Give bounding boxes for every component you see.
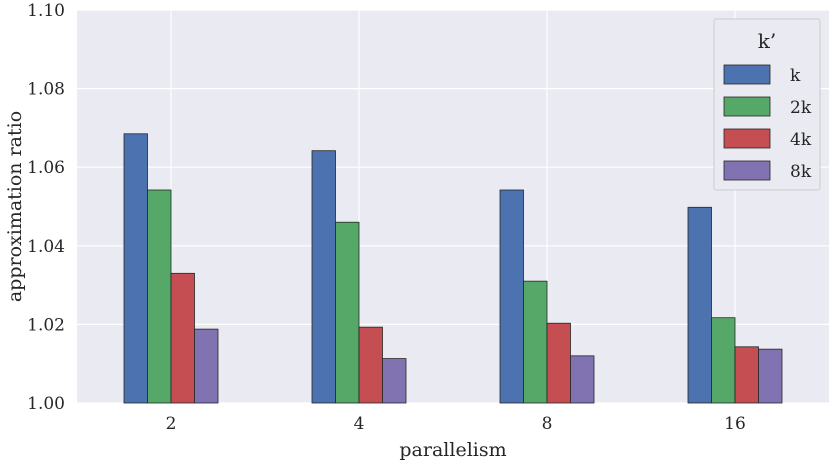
- y-tick-label: 1.06: [27, 158, 65, 178]
- bar-2k-2: [147, 189, 172, 404]
- x-tick-label: 8: [542, 414, 553, 434]
- legend-label-k: k: [790, 66, 801, 86]
- bar-k-4: [311, 150, 336, 404]
- x-tick-label: 2: [166, 414, 177, 434]
- y-tick-label: 1.08: [27, 80, 65, 100]
- legend-swatch-8k: [723, 160, 771, 181]
- bar-k-16: [687, 206, 712, 404]
- bar-2k-8: [523, 280, 548, 404]
- x-tick-label: 4: [354, 414, 365, 434]
- bar-k-2: [123, 133, 148, 404]
- legend-label-4k: 4k: [790, 130, 812, 150]
- y-tick-label: 1.10: [27, 1, 65, 21]
- y-tick-label: 1.02: [27, 315, 65, 335]
- bar-8k-2: [194, 328, 219, 404]
- bar-2k-4: [335, 221, 360, 404]
- legend-swatch-4k: [723, 128, 771, 149]
- bar-2k-16: [711, 317, 736, 404]
- legend-label-8k: 8k: [790, 162, 812, 182]
- bar-8k-8: [570, 355, 595, 404]
- legend-swatch-2k: [723, 96, 771, 117]
- x-tick-labels: 2 4 8 16: [166, 414, 746, 434]
- legend-swatch-k: [723, 64, 771, 85]
- x-axis-label: parallelism: [399, 439, 506, 461]
- bar-k-8: [499, 189, 524, 404]
- y-axis-label: approximation ratio: [4, 111, 26, 302]
- y-tick-labels: 1.00 1.02 1.04 1.06 1.08 1.10: [27, 1, 65, 414]
- bars: [123, 133, 783, 404]
- bar-4k-16: [734, 346, 759, 404]
- legend-title: k’: [758, 29, 776, 53]
- bar-8k-4: [382, 358, 407, 404]
- legend: k’ k 2k 4k 8k: [713, 18, 821, 191]
- legend-label-2k: 2k: [790, 98, 812, 118]
- bar-4k-8: [546, 322, 571, 404]
- x-tick-label: 16: [724, 414, 746, 434]
- bar-8k-16: [758, 348, 783, 404]
- bar-4k-4: [358, 326, 383, 404]
- bar-4k-2: [170, 272, 195, 404]
- y-tick-label: 1.00: [27, 394, 65, 414]
- y-tick-label: 1.04: [27, 237, 65, 257]
